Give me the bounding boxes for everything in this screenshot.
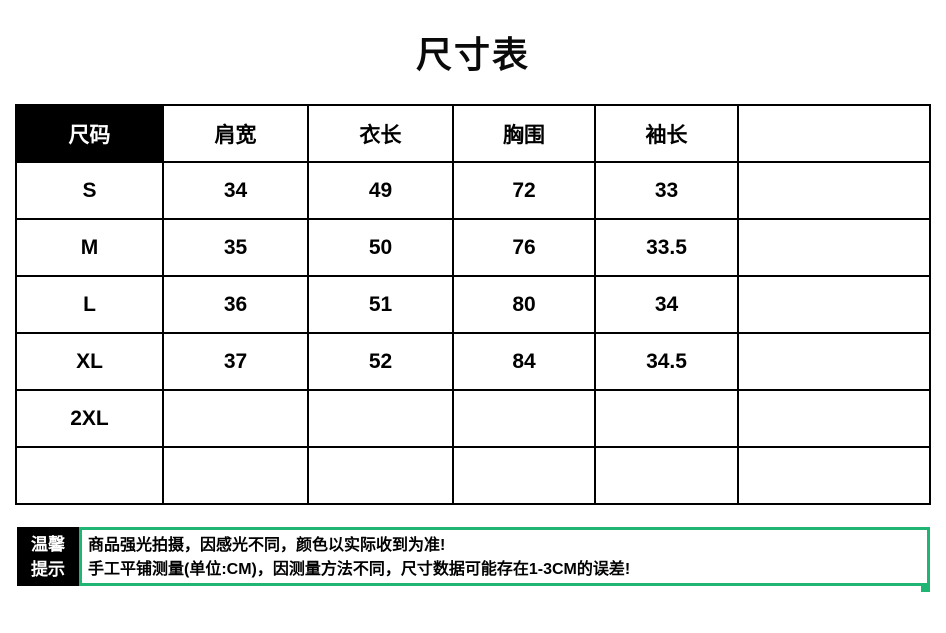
page-title: 尺寸表 xyxy=(415,34,530,75)
sleeve-cell xyxy=(594,446,739,505)
empty-cell xyxy=(737,161,931,220)
shoulder-cell: 35 xyxy=(162,218,309,277)
size-cell: S xyxy=(15,161,164,220)
row-empty xyxy=(15,446,931,505)
bust-cell xyxy=(452,446,596,505)
header-row: 尺码 肩宽 衣长 胸围 袖长 xyxy=(15,104,931,163)
size-cell xyxy=(15,446,164,505)
bust-cell: 80 xyxy=(452,275,596,334)
bust-cell: 76 xyxy=(452,218,596,277)
sleeve-cell: 33.5 xyxy=(594,218,739,277)
size-cell: M xyxy=(15,218,164,277)
shoulder-cell xyxy=(162,389,309,448)
length-cell xyxy=(307,389,454,448)
bust-cell: 84 xyxy=(452,332,596,391)
shoulder-cell: 37 xyxy=(162,332,309,391)
warm-tips-label: 温馨 提示 xyxy=(17,527,79,586)
length-cell: 51 xyxy=(307,275,454,334)
length-cell: 50 xyxy=(307,218,454,277)
warm-tips-body: 商品强光拍摄，因感光不同，颜色以实际收到为准! 手工平铺测量(单位:CM)，因测… xyxy=(79,527,930,592)
col-header-shoulder: 肩宽 xyxy=(162,104,309,163)
bust-cell xyxy=(452,389,596,448)
sleeve-cell: 33 xyxy=(594,161,739,220)
sleeve-cell xyxy=(594,389,739,448)
size-cell: 2XL xyxy=(15,389,164,448)
shoulder-cell xyxy=(162,446,309,505)
row-2xl: 2XL xyxy=(15,389,931,448)
empty-cell xyxy=(737,389,931,448)
col-header-size: 尺码 xyxy=(15,104,164,163)
shoulder-cell: 34 xyxy=(162,161,309,220)
row-xl: XL 37 52 84 34.5 xyxy=(15,332,931,391)
size-chart-table: 尺码 肩宽 衣长 胸围 袖长 S 34 49 72 33 M 35 50 76 … xyxy=(15,104,931,505)
warm-tips-label-line2: 提示 xyxy=(31,559,65,579)
empty-cell xyxy=(737,218,931,277)
bust-cell: 72 xyxy=(452,161,596,220)
row-s: S 34 49 72 33 xyxy=(15,161,931,220)
length-cell xyxy=(307,446,454,505)
row-l: L 36 51 80 34 xyxy=(15,275,931,334)
col-header-empty xyxy=(737,104,931,163)
size-cell: L xyxy=(15,275,164,334)
resize-handle xyxy=(921,583,930,592)
notice-line-color: 商品强光拍摄，因感光不同，颜色以实际收到为准! xyxy=(88,537,446,554)
col-header-bust: 胸围 xyxy=(452,104,596,163)
size-cell: XL xyxy=(15,332,164,391)
sleeve-cell: 34.5 xyxy=(594,332,739,391)
empty-cell xyxy=(737,446,931,505)
empty-cell xyxy=(737,275,931,334)
empty-cell xyxy=(737,332,931,391)
notice-line-measure: 手工平铺测量(单位:CM)，因测量方法不同，尺寸数据可能存在1-3CM的误差! xyxy=(88,561,631,578)
col-header-length: 衣长 xyxy=(307,104,454,163)
sleeve-cell: 34 xyxy=(594,275,739,334)
shoulder-cell: 36 xyxy=(162,275,309,334)
row-m: M 35 50 76 33.5 xyxy=(15,218,931,277)
warm-tips-notice: 温馨 提示 商品强光拍摄，因感光不同，颜色以实际收到为准! 手工平铺测量(单位:… xyxy=(17,527,930,592)
length-cell: 49 xyxy=(307,161,454,220)
warm-tips-label-line1: 温馨 xyxy=(31,534,65,554)
length-cell: 52 xyxy=(307,332,454,391)
col-header-sleeve: 袖长 xyxy=(594,104,739,163)
